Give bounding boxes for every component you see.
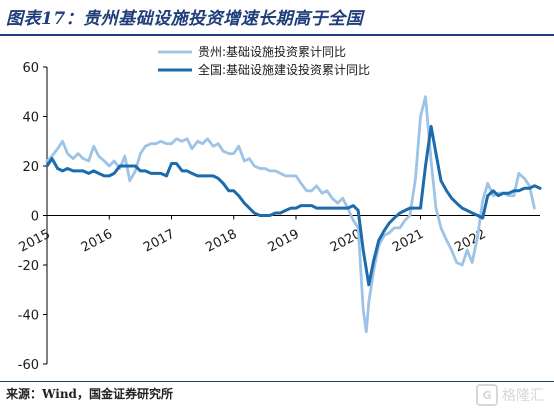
legend-label-2: 全国:基础设施建设投资累计同比 — [198, 62, 370, 77]
watermark-logo-icon: G — [476, 384, 498, 406]
y-tick-label: 20 — [22, 160, 39, 175]
source-note: 来源：Wind，国金证券研究所 — [6, 387, 173, 401]
y-tick-label: 0 — [31, 210, 39, 225]
x-tick-label: 2022 — [452, 227, 488, 256]
x-tick-label: 2021 — [390, 227, 426, 256]
x-tick-label: 2016 — [79, 227, 115, 256]
series-line-2 — [45, 124, 542, 287]
chart-title: 图表17：贵州基础设施投资增速长期高于全国 — [6, 9, 364, 29]
watermark-text: 格隆汇 — [502, 388, 544, 404]
chart-series — [45, 95, 542, 334]
x-tick-label: 2017 — [141, 227, 177, 256]
y-tick-label: -60 — [18, 358, 39, 373]
y-tick-label: -20 — [18, 259, 39, 274]
x-tick-label: 2018 — [203, 227, 239, 256]
y-tick-label: -40 — [18, 309, 39, 324]
legend-label-1: 贵州:基础设施投资累计同比 — [198, 44, 346, 59]
source-divider — [0, 381, 554, 382]
y-tick-label: 60 — [22, 61, 39, 76]
y-tick-label: 40 — [22, 111, 39, 126]
watermark: G 格隆汇 — [476, 384, 544, 406]
x-tick-label: 2019 — [266, 227, 302, 256]
title-divider — [0, 34, 554, 36]
series-line-1 — [45, 95, 536, 334]
